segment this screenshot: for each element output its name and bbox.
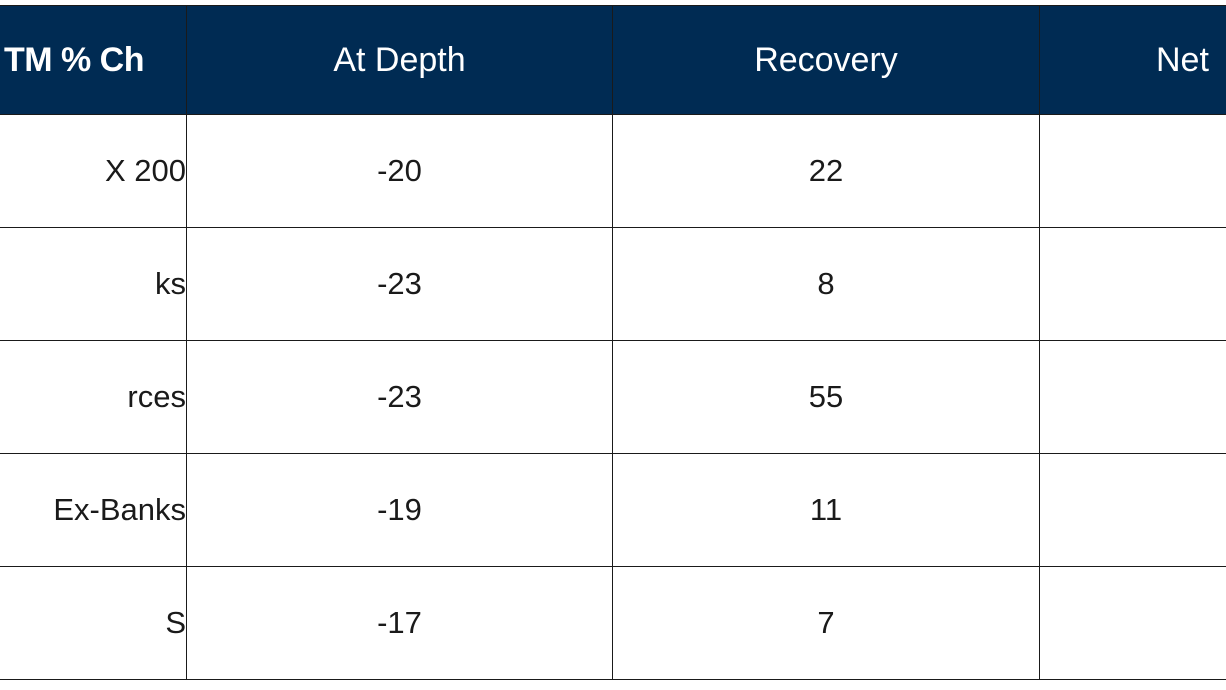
- header-row: TM % Ch At Depth Recovery Net: [0, 5, 1226, 115]
- row-label: ks: [155, 266, 186, 301]
- at-depth-cell: -23: [186, 227, 613, 341]
- table-header: TM % Ch At Depth Recovery Net: [0, 5, 1226, 115]
- row-label: S: [165, 605, 186, 640]
- column-header-net: Net: [1039, 5, 1226, 115]
- row-label-cell: Ex-Banks: [0, 453, 187, 567]
- table-body: X 200 -20 22 ks -23 8 rces -23 55 Ex-Ban…: [0, 114, 1226, 680]
- at-depth-cell: -19: [186, 453, 613, 567]
- row-label-cell: X 200: [0, 114, 187, 228]
- at-depth-cell: -23: [186, 340, 613, 454]
- net-cell: [1039, 453, 1226, 567]
- table-row: ks -23 8: [0, 227, 1226, 341]
- at-depth-cell: -20: [186, 114, 613, 228]
- table-row: S -17 7: [0, 566, 1226, 680]
- row-label-cell: rces: [0, 340, 187, 454]
- net-cell: [1039, 566, 1226, 680]
- column-header-at-depth: At Depth: [186, 5, 613, 115]
- recovery-cell: 7: [612, 566, 1040, 680]
- table-row: rces -23 55: [0, 340, 1226, 454]
- recovery-cell: 11: [612, 453, 1040, 567]
- recovery-cell: 8: [612, 227, 1040, 341]
- recovery-cell: 22: [612, 114, 1040, 228]
- at-depth-cell: -17: [186, 566, 613, 680]
- table-row: Ex-Banks -19 11: [0, 453, 1226, 567]
- recovery-cell: 55: [612, 340, 1040, 454]
- net-cell: [1039, 114, 1226, 228]
- row-label-cell: ks: [0, 227, 187, 341]
- table-row: X 200 -20 22: [0, 114, 1226, 228]
- row-label: X 200: [104, 153, 186, 188]
- net-cell: [1039, 340, 1226, 454]
- performance-table: TM % Ch At Depth Recovery Net X 200 -20 …: [0, 5, 1226, 680]
- row-label-cell: S: [0, 566, 187, 680]
- row-label: Ex-Banks: [53, 492, 186, 527]
- column-header-recovery: Recovery: [612, 5, 1040, 115]
- row-label: rces: [127, 379, 186, 414]
- net-cell: [1039, 227, 1226, 341]
- column-header-label: TM % Ch: [0, 5, 187, 115]
